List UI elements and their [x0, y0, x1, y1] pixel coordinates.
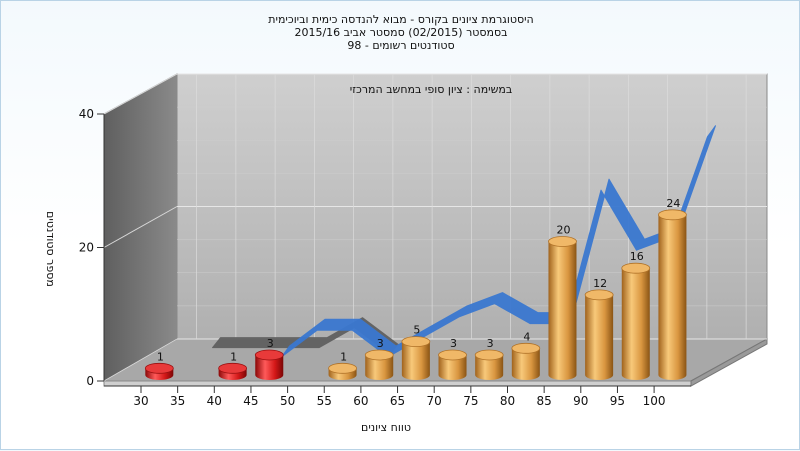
bar-body [475, 354, 504, 380]
x-tick-label: 60 [353, 394, 368, 408]
y-tick-label: 40 [79, 107, 94, 121]
bar-6: 5 [401, 324, 431, 380]
bar-cap [658, 209, 687, 221]
x-tick-label: 85 [537, 394, 552, 408]
bar-2: 1 [218, 350, 248, 380]
gridline-left-0 [103, 338, 178, 382]
bar-cap [401, 336, 431, 348]
floor-side-edge [690, 338, 768, 387]
bar-body [438, 354, 467, 380]
bar-7: 3 [438, 337, 467, 380]
bar-9: 4 [511, 330, 541, 380]
bar-value-label: 24 [666, 197, 680, 210]
chart-title-line-3: סטודנטים רשומים - 98 [347, 39, 455, 52]
bar-body [401, 341, 430, 380]
bar-cap [548, 236, 577, 247]
bar-cap [218, 362, 248, 374]
bar-cap [144, 362, 174, 374]
bar-cap [438, 349, 467, 361]
bar-3: 3 [254, 337, 284, 380]
bar-value-label: 3 [450, 337, 457, 350]
bar-value-label: 3 [377, 337, 384, 350]
bars: 1 1 3 1 3 5 3 3 4 20 12 16 24 [144, 197, 687, 380]
chart-title-line-2: בסמסטר (02/2015) סמסטר אביב 2015/16 [294, 26, 508, 39]
bar-8: 3 [474, 337, 504, 380]
bar-value-label: 12 [593, 277, 607, 290]
bar-cap [584, 289, 614, 301]
bar-body [548, 241, 577, 380]
bar-value-label: 3 [487, 337, 494, 350]
chart-subtitle: במשימה : ציון סופי במחשב המרכזי [350, 83, 513, 96]
bar-10: 20 [548, 224, 577, 380]
bar-5: 3 [364, 337, 394, 380]
x-tick-label: 70 [427, 394, 442, 408]
bar-cap [328, 362, 357, 374]
gridline-left-40 [103, 73, 178, 115]
bar-13: 24 [658, 197, 687, 380]
x-axis: 30 35 40 45 50 55 60 65 70 75 80 85 90 95 100 [104, 385, 691, 408]
bar-body [255, 354, 284, 380]
bar-value-label: 5 [413, 324, 420, 337]
bar-cap [254, 349, 284, 361]
y-axis: 0 20 40 [79, 107, 105, 388]
bar-value-label: 4 [523, 330, 530, 343]
y-axis-title: מספר סטודנטים [44, 211, 57, 287]
bar-cap [621, 262, 651, 274]
x-tick-label: 30 [133, 394, 148, 408]
bar-body [621, 268, 650, 380]
bar-cap [511, 342, 541, 354]
y-tick-label: 0 [86, 374, 94, 388]
bar-value-label: 1 [340, 350, 347, 363]
bar-value-label: 20 [556, 224, 570, 237]
x-tick-label: 65 [390, 394, 405, 408]
x-tick-label: 45 [243, 394, 258, 408]
y-tick-label: 20 [79, 241, 94, 255]
bar-12: 16 [621, 250, 651, 380]
x-tick-label: 100 [643, 394, 666, 408]
bar-4: 1 [328, 350, 357, 380]
x-axis-title: טווח ציונים [361, 421, 411, 434]
gridline-left-20 [103, 206, 178, 248]
chart-title-line-1: היסטוגרמת ציונים בקורס - מבוא להנדסה כימ… [268, 13, 534, 26]
bar-body [658, 214, 687, 380]
x-tick-label: 80 [500, 394, 515, 408]
bar-body [585, 294, 614, 380]
bar-value-label: 1 [157, 350, 164, 363]
bar-value-label: 16 [630, 250, 644, 263]
bar-body [365, 354, 394, 380]
x-tick-label: 75 [463, 394, 478, 408]
x-tick-label: 50 [280, 394, 295, 408]
x-tick-label: 35 [170, 394, 185, 408]
bar-body [511, 348, 540, 380]
floor-front-edge [103, 380, 692, 387]
x-tick-label: 95 [610, 394, 625, 408]
x-tick-label: 40 [207, 394, 222, 408]
x-tick-label: 55 [317, 394, 332, 408]
bar-cap [364, 349, 394, 361]
x-tick-label: 90 [573, 394, 588, 408]
bar-11: 12 [584, 277, 614, 380]
bar-value-label: 3 [267, 337, 274, 350]
bar-1: 1 [144, 350, 174, 380]
bar-cap [474, 349, 504, 361]
bar-value-label: 1 [230, 350, 237, 363]
